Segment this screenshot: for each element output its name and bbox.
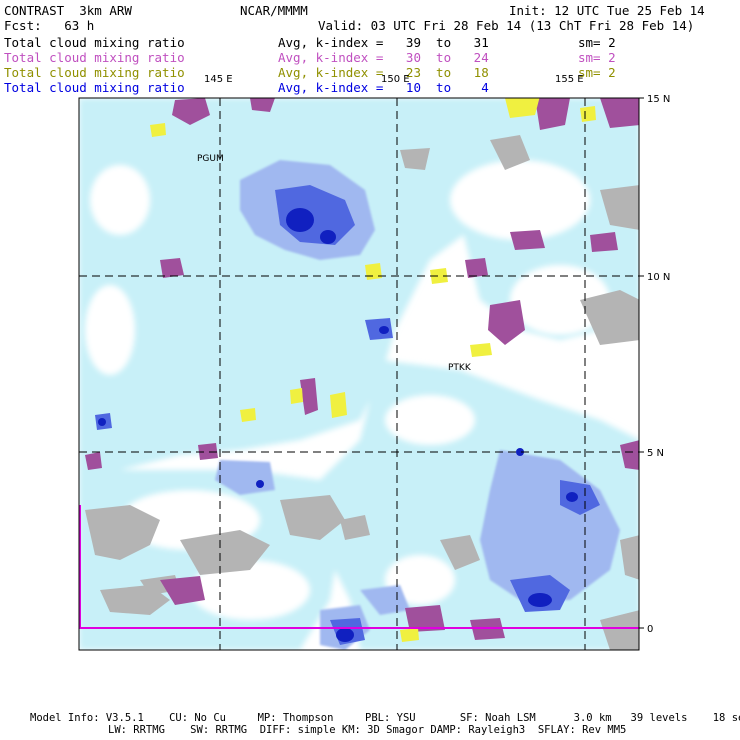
legend-3-name: Total cloud mixing ratio [4,65,185,80]
legend-4-stat: Avg, k-index = 10 to 4 [278,80,489,95]
lat-label-5: 5 N [647,448,664,459]
legend-4-name: Total cloud mixing ratio [4,80,185,95]
station-pgum: PGUM [197,154,224,164]
legend-2-sm: sm= 2 [578,50,616,65]
lat-label-10: 10 N [647,272,670,283]
org-label: NCAR/MMMM [240,3,308,18]
lat-ticks [639,97,644,629]
model-info-line2: LW: RRTMG SW: RRTMG DIFF: simple KM: 3D … [108,724,627,736]
lon-label-150: 150 E [381,74,410,85]
legend-1-sm: sm= 2 [578,35,616,50]
legend-1-stat: Avg, k-index = 39 to 31 [278,35,489,50]
legend-1-name: Total cloud mixing ratio [4,35,185,50]
legend-3-sm: sm= 2 [578,65,616,80]
yellow-cloud-areas [150,98,596,642]
cloud-map: 145 E 150 E 155 E 15 N 10 N 5 N 0 PGUM P… [78,74,670,651]
model-title: CONTRAST 3km ARW [4,3,132,18]
lon-label-155: 155 E [555,74,584,85]
valid-time: Valid: 03 UTC Fri 28 Feb 14 (13 ChT Fri … [318,18,695,33]
legend-2-stat: Avg, k-index = 30 to 24 [278,50,489,65]
lat-label-15: 15 N [647,94,670,105]
map-frame [78,97,640,651]
cloud-field [79,98,639,650]
lon-label-145: 145 E [204,74,233,85]
station-ptkk: PTKK [448,363,472,373]
init-time: Init: 12 UTC Tue 25 Feb 14 [509,3,705,18]
legend-2-name: Total cloud mixing ratio [4,50,185,65]
legend-3-stat: Avg, k-index = 23 to 18 [278,65,489,80]
intense-cloud-cores [98,208,578,642]
gray-cloud-areas [85,135,639,650]
lat-label-0: 0 [647,624,653,635]
lat-lon-grid [79,98,639,650]
forecast-hour: Fcst: 63 h [4,18,95,33]
model-info-line1: Model Info: V3.5.1 CU: No Cu MP: Thompso… [30,712,740,724]
purple-cloud-areas [85,98,639,640]
